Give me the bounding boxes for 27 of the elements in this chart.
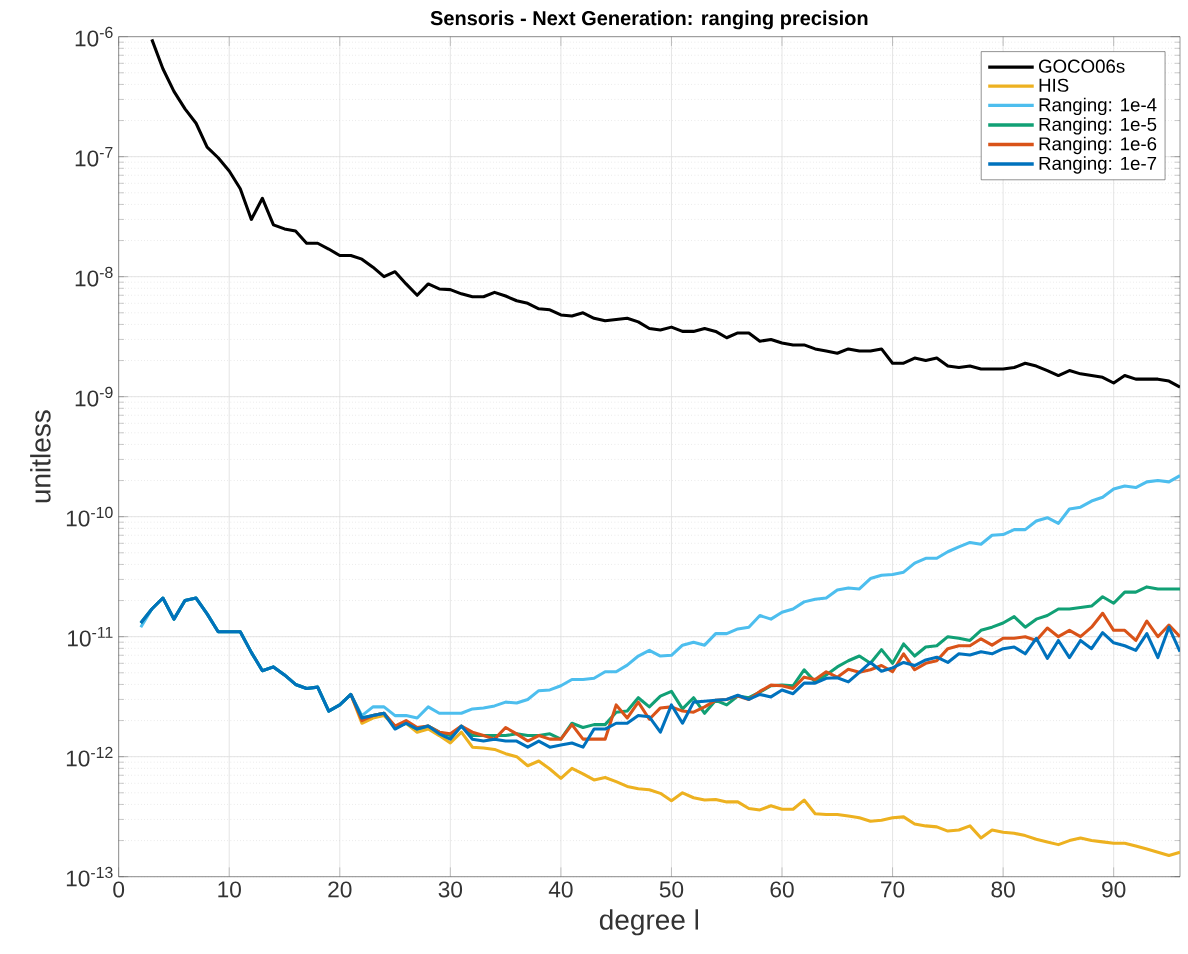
x-tick-label: 10 [218, 881, 241, 898]
y-tick-label: 10$^{-12}$ [66, 746, 113, 767]
y-tick-label: 10$^{-8}$ [75, 266, 113, 287]
y-tick-label: 10$^{-10}$ [66, 506, 113, 527]
x-tick-label: 20 [328, 881, 352, 898]
y-tick-label: 10$^{-7}$ [75, 146, 113, 167]
y-tick-label: 10$^{-11}$ [68, 626, 113, 647]
y-tick-label: 10$^{-6}$ [75, 26, 113, 47]
x-tick-label: 50 [659, 881, 684, 898]
x-tick-label: 0 [113, 881, 125, 898]
y-axis-title: unitless [30, 410, 51, 503]
x-tick-label: 60 [770, 881, 794, 898]
x-tick-label: 90 [1102, 881, 1126, 898]
chart-title: Sensoris - Next Generation: ranging precision [430, 10, 868, 30]
x-tick-label: 40 [548, 881, 573, 898]
x-tick-label: 80 [991, 881, 1015, 898]
legend-label: GOCO06s [1039, 59, 1125, 73]
y-tick-label: 10$^{-13}$ [66, 866, 113, 887]
y-tick-label: 10$^{-9}$ [75, 386, 113, 407]
x-tick-label: 70 [881, 881, 905, 898]
legend-label: Ranging: 1e-6 [1039, 136, 1157, 155]
legend-label: Ranging: 1e-7 [1039, 156, 1157, 174]
x-axis-title: degree l [599, 909, 699, 936]
x-tick-label: 30 [438, 881, 463, 898]
legend-label: Ranging: 1e-4 [1039, 97, 1157, 116]
legend-label: Ranging: 1e-5 [1039, 117, 1157, 135]
legend-label: HIS [1039, 78, 1069, 92]
